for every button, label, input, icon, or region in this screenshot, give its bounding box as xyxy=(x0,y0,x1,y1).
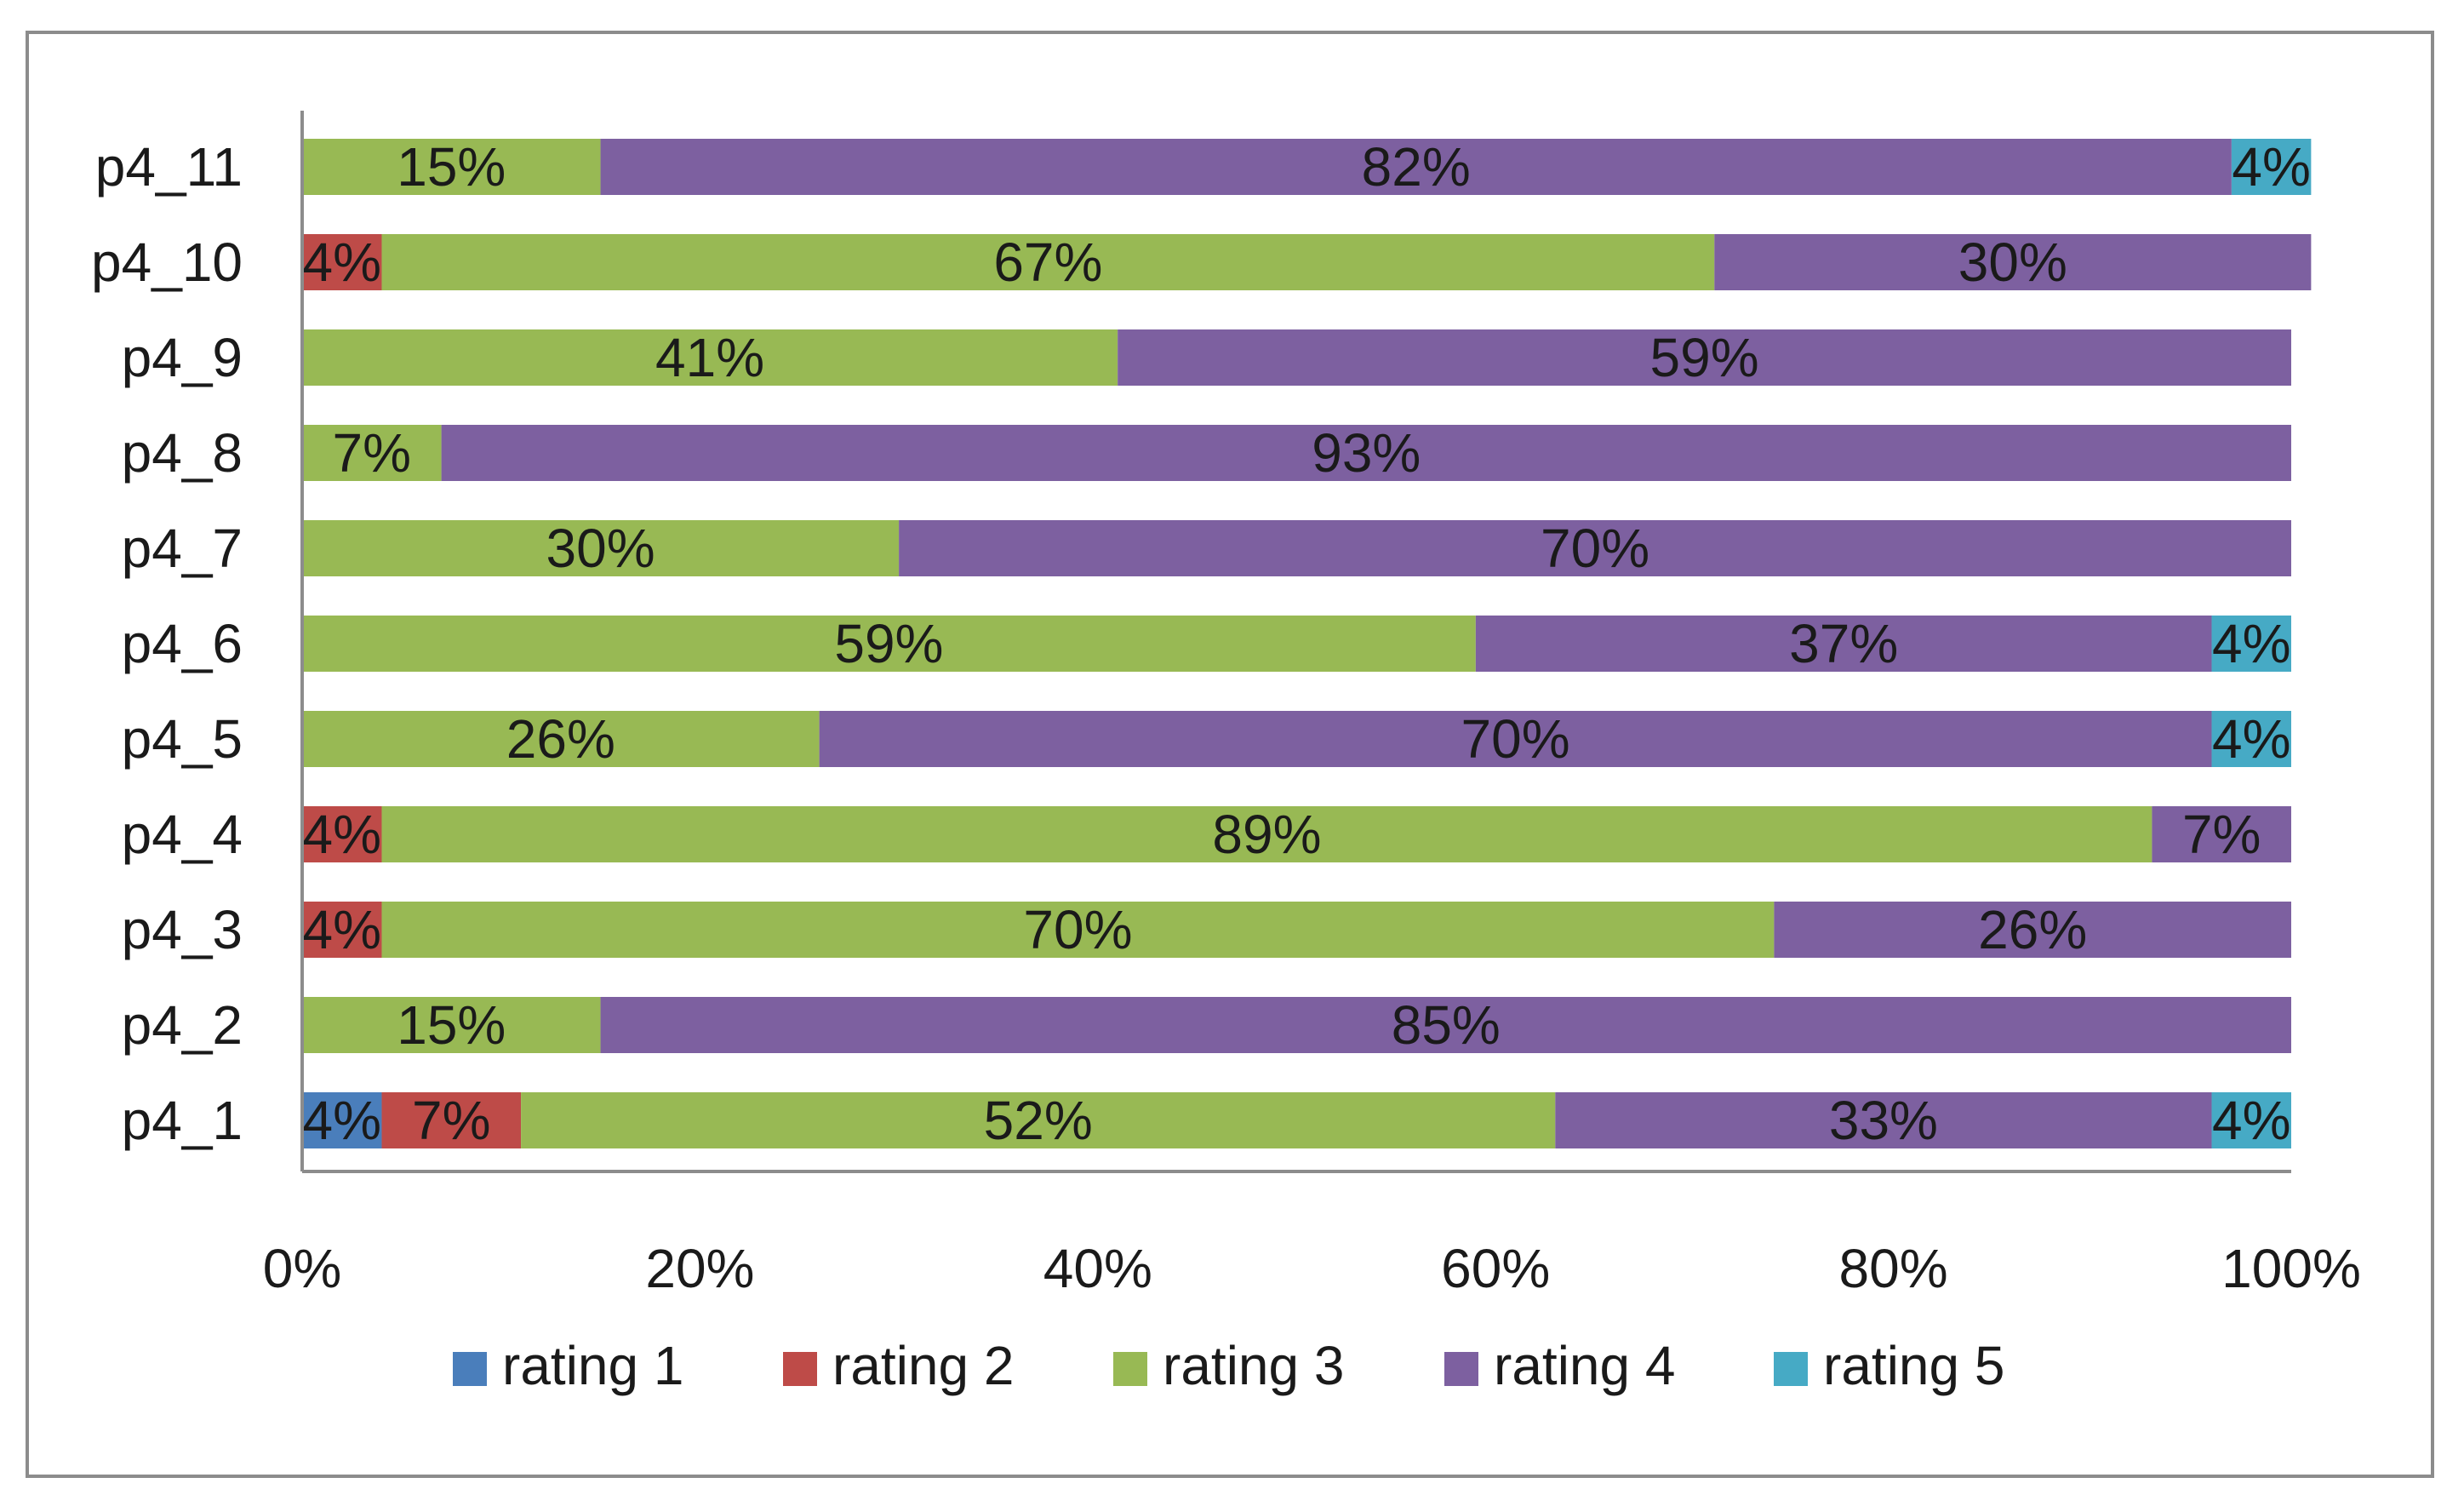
bar-segment-p4-8-rating-4 xyxy=(441,425,2291,481)
data-label-p4-5-rating-3: 26% xyxy=(506,708,615,770)
category-label-p4-2: p4_2 xyxy=(122,994,243,1056)
data-label-p4-4-rating-3: 89% xyxy=(1212,804,1321,865)
bar-segment-p4-11-rating-5 xyxy=(2231,139,2312,195)
category-label-p4-3: p4_3 xyxy=(122,899,243,960)
x-tick-label: 40% xyxy=(1043,1238,1152,1299)
data-label-p4-2-rating-4: 85% xyxy=(1392,994,1501,1056)
legend-swatch-rating-3 xyxy=(1113,1352,1147,1386)
legend-label-rating-1: rating 1 xyxy=(502,1335,683,1396)
data-label-p4-9-rating-3: 41% xyxy=(655,327,764,388)
bar-segment-p4-2-rating-4 xyxy=(600,997,2291,1053)
data-label-p4-2-rating-3: 15% xyxy=(397,994,506,1056)
bar-segment-p4-10-rating-4 xyxy=(1714,234,2312,290)
data-labels-layer: 4% 7% 52% 33% 4% 15% 85% 4% 70% 26% 4% 89% 7% 26% 70% 4… xyxy=(302,136,2310,1151)
legend-label-rating-2: rating 2 xyxy=(832,1335,1014,1396)
bar-segment-p4-11-rating-3 xyxy=(302,139,601,195)
data-label-p4-5-rating-5: 4% xyxy=(2212,708,2291,770)
data-label-p4-6-rating-5: 4% xyxy=(2212,613,2291,674)
data-label-p4-11-rating-4: 82% xyxy=(1362,136,1471,198)
data-label-p4-1-rating-1: 4% xyxy=(302,1090,381,1151)
legend-label-rating-3: rating 3 xyxy=(1163,1335,1344,1396)
category-label-p4-9: p4_9 xyxy=(122,327,243,388)
category-label-p4-6: p4_6 xyxy=(122,613,243,674)
legend: rating 1 rating 2 rating 3 rating 4 rating 5 xyxy=(453,1335,2004,1396)
data-label-p4-3-rating-3: 70% xyxy=(1023,899,1132,960)
bar-segment-p4-1-rating-4 xyxy=(1555,1092,2212,1148)
category-label-p4-7: p4_7 xyxy=(122,518,243,579)
category-label-p4-11: p4_11 xyxy=(95,136,243,198)
legend-label-rating-4: rating 4 xyxy=(1494,1335,1675,1396)
category-label-p4-1: p4_1 xyxy=(122,1090,243,1151)
bar-segment-p4-9-rating-3 xyxy=(302,329,1118,386)
data-label-p4-4-rating-4: 7% xyxy=(2182,804,2261,865)
bar-segment-p4-5-rating-4 xyxy=(819,711,2212,767)
bar-segment-p4-1-rating-1 xyxy=(302,1092,382,1148)
bar-segment-p4-7-rating-4 xyxy=(899,520,2291,576)
bar-segment-p4-1-rating-5 xyxy=(2211,1092,2291,1148)
bar-segment-p4-9-rating-4 xyxy=(1118,329,2291,386)
data-label-p4-7-rating-3: 30% xyxy=(546,518,655,579)
axis-layer: p4_1 p4_2 p4_3 p4_4 p4_5 p4_6 p4_7 p4_8 p4_9 p4_1… xyxy=(91,111,2361,1299)
bar-segment-p4-8-rating-3 xyxy=(302,425,442,481)
data-label-p4-11-rating-3: 15% xyxy=(397,136,506,198)
data-label-p4-10-rating-3: 67% xyxy=(993,232,1102,293)
bar-segment-p4-5-rating-3 xyxy=(302,711,820,767)
bar-segment-p4-3-rating-4 xyxy=(1774,902,2291,958)
data-label-p4-9-rating-4: 59% xyxy=(1650,327,1759,388)
bar-segment-p4-6-rating-5 xyxy=(2211,616,2291,672)
bar-segment-p4-10-rating-3 xyxy=(381,234,1715,290)
data-label-p4-6-rating-3: 59% xyxy=(834,613,943,674)
bar-segment-p4-1-rating-3 xyxy=(521,1092,1556,1148)
data-label-p4-3-rating-2: 4% xyxy=(302,899,381,960)
data-label-p4-1-rating-4: 33% xyxy=(1829,1090,1938,1151)
data-label-p4-11-rating-5: 4% xyxy=(2232,136,2311,198)
bars-layer xyxy=(302,139,2312,1148)
legend-swatch-rating-1 xyxy=(453,1352,487,1386)
bar-segment-p4-10-rating-2 xyxy=(302,234,382,290)
bar-segment-p4-3-rating-3 xyxy=(381,902,1775,958)
bar-segment-p4-11-rating-4 xyxy=(600,139,2232,195)
data-label-p4-10-rating-4: 30% xyxy=(1958,232,2067,293)
x-tick-label: 20% xyxy=(645,1238,754,1299)
legend-label-rating-5: rating 5 xyxy=(1823,1335,2004,1396)
bar-segment-p4-4-rating-2 xyxy=(302,806,382,862)
bar-segment-p4-1-rating-2 xyxy=(381,1092,522,1148)
category-label-p4-10: p4_10 xyxy=(91,232,243,293)
data-label-p4-8-rating-4: 93% xyxy=(1312,422,1421,484)
x-tick-label: 0% xyxy=(263,1238,342,1299)
bar-segment-p4-6-rating-4 xyxy=(1475,616,2212,672)
data-label-p4-1-rating-2: 7% xyxy=(412,1090,491,1151)
category-label-p4-8: p4_8 xyxy=(122,422,243,484)
x-tick-label: 80% xyxy=(1839,1238,1948,1299)
category-label-p4-4: p4_4 xyxy=(122,804,243,865)
bar-segment-p4-5-rating-5 xyxy=(2211,711,2291,767)
legend-swatch-rating-5 xyxy=(1774,1352,1808,1386)
data-label-p4-1-rating-5: 4% xyxy=(2212,1090,2291,1151)
x-tick-label: 60% xyxy=(1441,1238,1550,1299)
x-tick-label: 100% xyxy=(2221,1238,2361,1299)
data-label-p4-8-rating-3: 7% xyxy=(333,422,412,484)
data-label-p4-10-rating-2: 4% xyxy=(302,232,381,293)
data-label-p4-3-rating-4: 26% xyxy=(1978,899,2087,960)
legend-swatch-rating-4 xyxy=(1444,1352,1478,1386)
bar-segment-p4-4-rating-4 xyxy=(2152,806,2291,862)
bar-segment-p4-6-rating-3 xyxy=(302,616,1476,672)
bar-segment-p4-2-rating-3 xyxy=(302,997,601,1053)
legend-swatch-rating-2 xyxy=(783,1352,817,1386)
data-label-p4-4-rating-2: 4% xyxy=(302,804,381,865)
bar-segment-p4-7-rating-3 xyxy=(302,520,900,576)
data-label-p4-1-rating-3: 52% xyxy=(984,1090,1093,1151)
bar-segment-p4-4-rating-3 xyxy=(381,806,2152,862)
data-label-p4-5-rating-4: 70% xyxy=(1461,708,1570,770)
bar-segment-p4-3-rating-2 xyxy=(302,902,382,958)
data-label-p4-7-rating-4: 70% xyxy=(1541,518,1649,579)
data-label-p4-6-rating-4: 37% xyxy=(1789,613,1898,674)
category-label-p4-5: p4_5 xyxy=(122,708,243,770)
